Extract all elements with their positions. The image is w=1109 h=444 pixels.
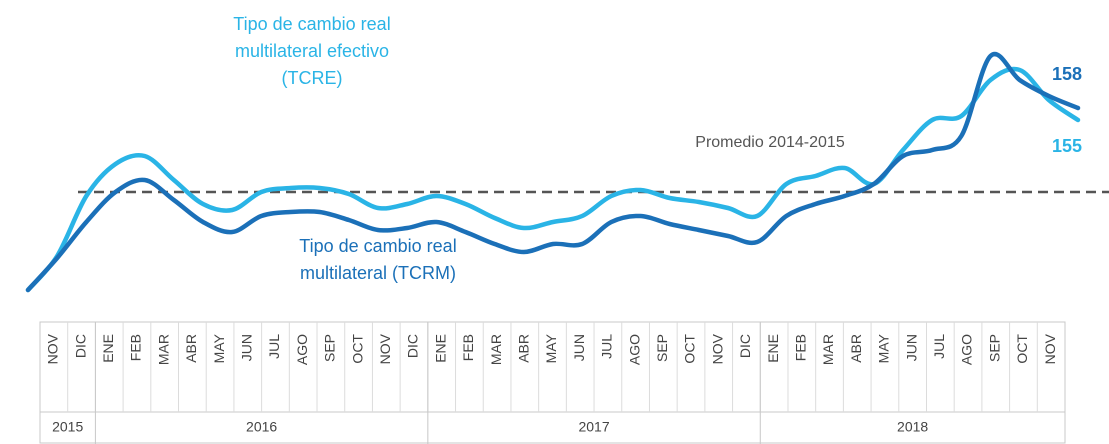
x-tick-label: SEP [322,334,338,362]
series-label: Tipo de cambio real multilateral (TCRM) [299,236,456,283]
x-tick-label: ENE [765,334,781,363]
x-tick-label: JUL [931,334,947,359]
x-tick-label: MAR [488,334,504,365]
x-tick-label: SEP [654,334,670,362]
x-tick-label: ABR [516,334,532,363]
x-tick-label: NOV [709,333,725,364]
year-label: 2016 [246,419,277,435]
x-tick-label: FEB [793,334,809,361]
x-tick-label: NOV [45,333,61,364]
year-label: 2015 [52,419,83,435]
x-tick-label: NOV [1042,333,1058,364]
x-tick-label: ABR [848,334,864,363]
x-tick-label: ENE [100,334,116,363]
series-label-line: multilateral efectivo [235,41,389,61]
x-tick-label: ABR [183,334,199,363]
x-tick-label: OCT [349,334,365,364]
x-tick-label: OCT [682,334,698,364]
x-tick-label: DIC [72,334,88,358]
x-tick-label: NOV [377,333,393,364]
year-label: 2018 [897,419,928,435]
x-tick-label: JUN [571,334,587,361]
year-label: 2017 [578,419,609,435]
x-tick-label: FEB [128,334,144,361]
series-label-line: multilateral (TCRM) [300,263,456,283]
series-line [25,66,1081,293]
end-value-label: 155 [1052,136,1082,156]
x-tick-label: MAR [820,334,836,365]
x-tick-label: JUN [238,334,254,361]
x-tick-label: JUL [266,334,282,359]
x-tick-label: AGO [294,334,310,365]
x-tick-label: OCT [1014,334,1030,364]
x-tick-label: FEB [460,334,476,361]
x-tick-label: AGO [626,334,642,365]
end-value-label: 158 [1052,64,1082,84]
series-line [25,51,1081,293]
reference-label: Promedio 2014-2015 [695,134,845,151]
x-tick-label: MAY [543,333,559,363]
x-tick-label: DIC [405,334,421,358]
series-label-line: Tipo de cambio real [233,14,390,34]
series-label: Tipo de cambio real multilateral efectivo… [233,14,390,88]
series-label-line: Tipo de cambio real [299,236,456,256]
table-frame [39,321,1066,444]
x-tick-label: MAY [876,333,892,363]
x-tick-label: MAR [155,334,171,365]
x-tick-label: JUN [903,334,919,361]
x-tick-label: DIC [737,334,753,358]
series-label-line: (TCRE) [282,68,343,88]
x-tick-label: SEP [986,334,1002,362]
x-tick-label: MAY [211,333,227,363]
x-tick-label: ENE [432,334,448,363]
x-tick-label: AGO [959,334,975,365]
x-tick-label: JUL [599,334,615,359]
